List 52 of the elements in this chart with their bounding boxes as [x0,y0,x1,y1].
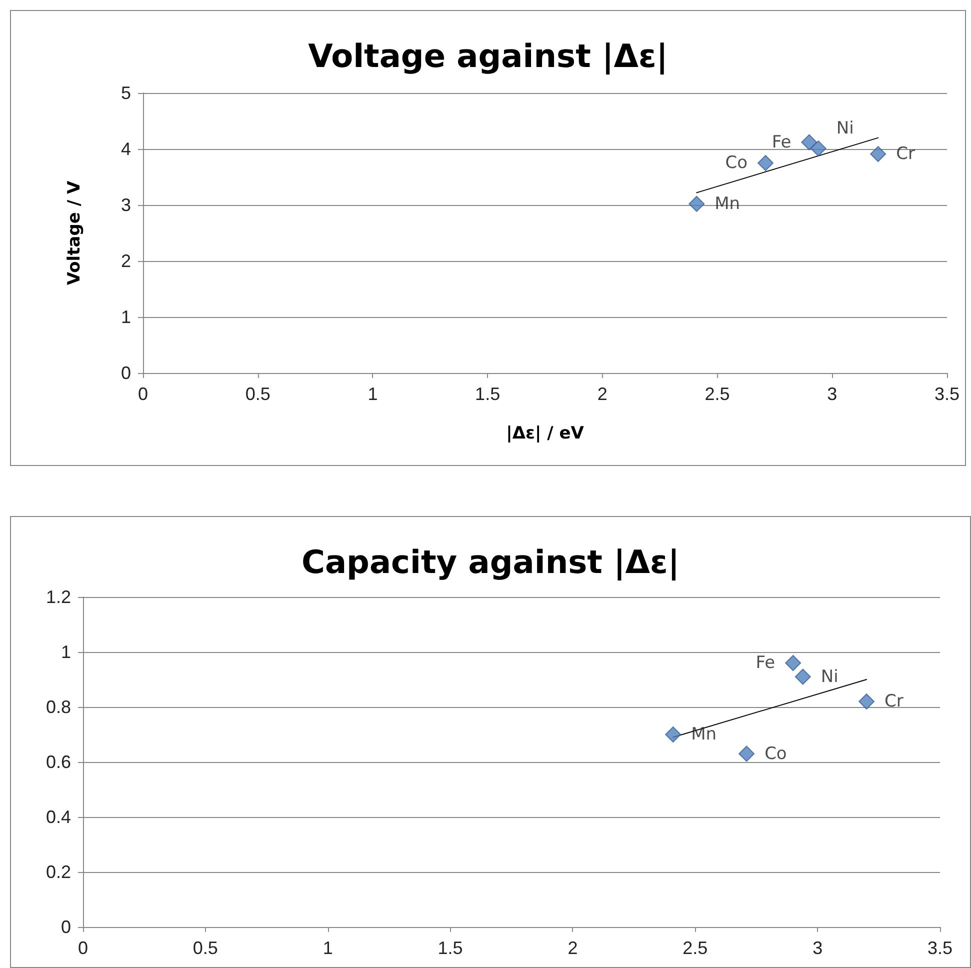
x-tick-label: 3 [812,938,823,958]
y-tick-label: 1.2 [46,587,71,607]
point [688,196,705,212]
y-tick-label: 4 [120,139,131,159]
x-tick-label: 3.5 [934,384,960,404]
x-tick-label: 3.5 [927,938,953,958]
x-tick-label: 0.5 [192,938,218,958]
annotation: Cr [884,692,904,712]
point [665,726,682,742]
chart-title: Capacity against |Δε| [301,543,680,581]
y-tick-label: 0.6 [46,752,71,772]
point [758,155,774,171]
point [794,668,811,685]
chart-title: Voltage against |Δε| [308,37,668,75]
annotation: Fe [756,653,776,673]
y-axis-title: Voltage / V [64,180,84,286]
x-tick-label: 1.5 [438,938,463,958]
x-tick-label: 2 [568,938,578,958]
point [810,140,826,156]
annotation: Co [725,153,748,173]
x-tick-label: 2 [597,384,608,404]
annotation: Ni [820,666,838,687]
x-tick-label: 1 [368,384,378,404]
x-tick-label: 0 [138,384,148,404]
x-tick-label: 2.5 [682,938,708,958]
y-tick-label: 2 [120,251,131,271]
annotation: Co [764,744,787,764]
annotation: Cr [896,144,915,164]
y-tick-label: 0.8 [46,697,71,717]
annotation: Fe [772,132,792,152]
y-tick-label: 0 [120,363,131,383]
x-axis-title: |Δε| / eV [506,424,585,444]
x-tick-label: 0 [78,938,88,958]
annotation: Ni [836,118,854,138]
x-tick-label: 0.5 [245,384,270,404]
y-tick-label: 1 [60,642,71,662]
y-tick-label: 0 [60,917,71,937]
y-tick-label: 3 [120,195,131,215]
x-tick-label: 1.5 [475,384,500,404]
x-tick-label: 3 [827,384,838,404]
point [858,694,875,710]
x-tick-label: 1 [322,938,333,958]
x-tick-label: 2.5 [704,384,730,404]
y-tick-label: 5 [120,83,131,103]
point [785,655,802,671]
point [738,746,755,762]
y-tick-label: 0.2 [46,862,71,882]
y-tick-label: 1 [120,307,131,327]
point [870,146,886,162]
point [801,134,818,150]
annotation: Mn [691,724,717,744]
y-tick-label: 0.4 [46,807,71,827]
